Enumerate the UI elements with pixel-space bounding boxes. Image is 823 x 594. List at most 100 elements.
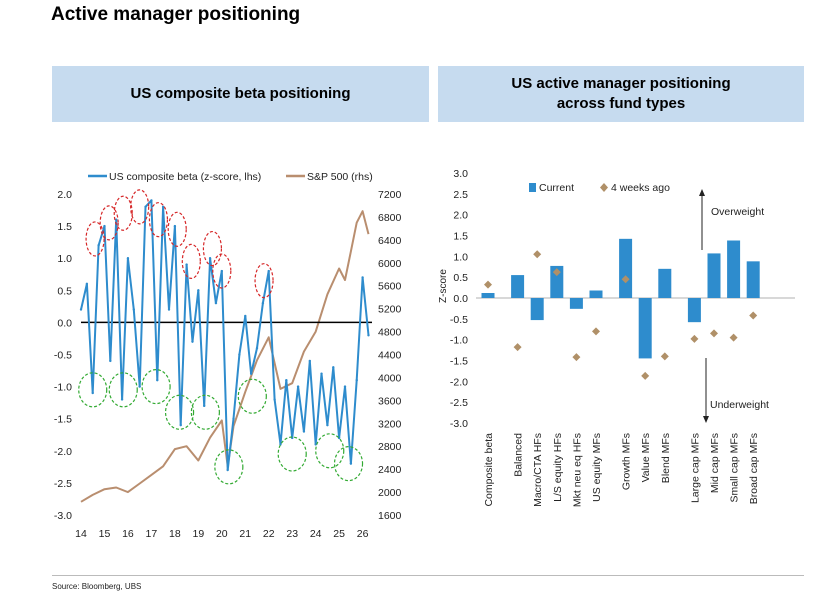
fund-category-label: Composite beta (483, 433, 495, 507)
left-panel-title: US composite beta positioning (130, 85, 351, 102)
fund-category-label: US equity MFs (591, 433, 603, 502)
underweight-label: Underweight (710, 399, 769, 411)
beta-point (255, 346, 259, 350)
4weeks-marker (572, 353, 581, 362)
fund-category-label: Mid cap MFs (709, 433, 721, 493)
beta-point (232, 417, 235, 420)
beta-left-tick: 0.0 (57, 317, 72, 329)
trough-highlight-circle (315, 433, 345, 469)
fund-y-tick: -2.5 (450, 397, 468, 409)
beta-point (326, 423, 329, 427)
beta-point (355, 378, 358, 382)
trough-highlight-circle (78, 372, 108, 408)
positioning-arrows: Overweight Underweight (699, 189, 769, 423)
beta-point (267, 269, 270, 273)
beta-x-tick: 17 (146, 528, 158, 540)
fund-legend: Current 4 weeks ago (529, 182, 670, 194)
beta-right-tick: 4000 (378, 372, 402, 384)
4weeks-marker (484, 280, 492, 289)
beta-x-tick: 19 (192, 528, 204, 540)
current-bar (569, 298, 583, 309)
beta-point (197, 289, 200, 292)
beta-x-tick: 24 (310, 528, 322, 540)
left-panel-header: US composite beta positioning (52, 66, 429, 122)
beta-point (103, 224, 106, 228)
current-bar (727, 240, 741, 298)
beta-left-tick: 1.5 (57, 221, 72, 233)
peak-highlight-circle (181, 243, 201, 280)
beta-right-tick: 1600 (378, 510, 402, 522)
beta-right-tick: 2000 (378, 487, 402, 499)
fund-category-label: Growth MFs (621, 433, 633, 490)
fund-ylabel: Z-score (438, 269, 449, 303)
beta-point (138, 385, 141, 388)
4weeks-marker (552, 268, 561, 277)
beta-point (244, 314, 247, 318)
fund-category-label: Small cap MFs (729, 433, 741, 502)
4weeks-marker (641, 371, 650, 380)
beta-right-tick: 4400 (378, 350, 402, 362)
beta-point (150, 199, 153, 202)
beta-right-tick: 2400 (378, 464, 402, 476)
fund-category-label: Blend MFs (660, 433, 672, 483)
beta-point (91, 391, 94, 395)
legend-4weeks-label: 4 weeks ago (611, 182, 670, 194)
beta-right-tick: 2800 (378, 441, 402, 453)
current-bar (481, 293, 495, 298)
trough-highlight-circle (108, 372, 138, 408)
beta-right-tick: 3600 (378, 395, 402, 407)
fund-y-tick: 2.0 (453, 210, 468, 222)
fund-y-tick: 2.5 (453, 189, 468, 201)
beta-point (115, 218, 118, 221)
beta-series-line (80, 199, 370, 472)
4weeks-marker (749, 311, 758, 320)
current-bar (746, 261, 760, 298)
beta-x-tick: 25 (333, 528, 345, 540)
beta-right-tick: 6000 (378, 258, 402, 270)
trough-highlight-circle (164, 394, 195, 430)
beta-point (208, 257, 212, 260)
current-bar (638, 298, 652, 359)
underweight-arrowhead (703, 416, 709, 423)
beta-point (238, 353, 241, 356)
beta-x-tick: 22 (263, 528, 275, 540)
beta-x-tick: 26 (357, 528, 369, 540)
beta-x-tick: 20 (216, 528, 228, 540)
source-note: Source: Bloomberg, UBS (52, 582, 142, 591)
4weeks-marker (729, 333, 738, 342)
beta-point (296, 385, 300, 388)
peak-highlight-circle (113, 195, 133, 231)
overweight-arrowhead (699, 189, 705, 196)
current-bar (687, 298, 701, 323)
beta-point (320, 372, 323, 375)
beta-point (285, 378, 288, 382)
beta-x-tick: 15 (99, 528, 111, 540)
beta-right-tick: 7200 (378, 189, 402, 201)
4weeks-marker (710, 329, 718, 338)
fund-category-label: L/S equity HFs (552, 433, 564, 502)
beta-point (79, 308, 83, 311)
beta-x-tick: 21 (239, 528, 251, 540)
page-title: Active manager positioning (51, 4, 301, 25)
4weeks-marker (621, 275, 630, 284)
beta-left-tick: 2.0 (57, 189, 72, 201)
4weeks-marker (592, 327, 600, 336)
beta-point (85, 282, 89, 286)
footer-divider (52, 575, 804, 576)
fund-y-tick: -0.5 (450, 314, 468, 326)
beta-point (161, 205, 165, 209)
beta-right-tick: 6400 (378, 235, 402, 247)
right-panel-title-line1: US active manager positioning (511, 75, 731, 92)
beta-x-tick: 18 (169, 528, 181, 540)
current-bar (530, 298, 544, 321)
beta-point (367, 334, 370, 337)
fund-y-tick: -2.0 (450, 376, 468, 388)
fund-category-label: Broad cap MFs (748, 433, 760, 504)
current-bar (589, 290, 603, 298)
trough-highlight-circle (190, 394, 220, 430)
beta-left-tick: 0.5 (57, 285, 72, 297)
trough-highlight-circle (237, 378, 267, 414)
fund-y-tick: -1.0 (450, 335, 468, 347)
fund-category-label: Mkt neu eq HFs (571, 433, 583, 507)
